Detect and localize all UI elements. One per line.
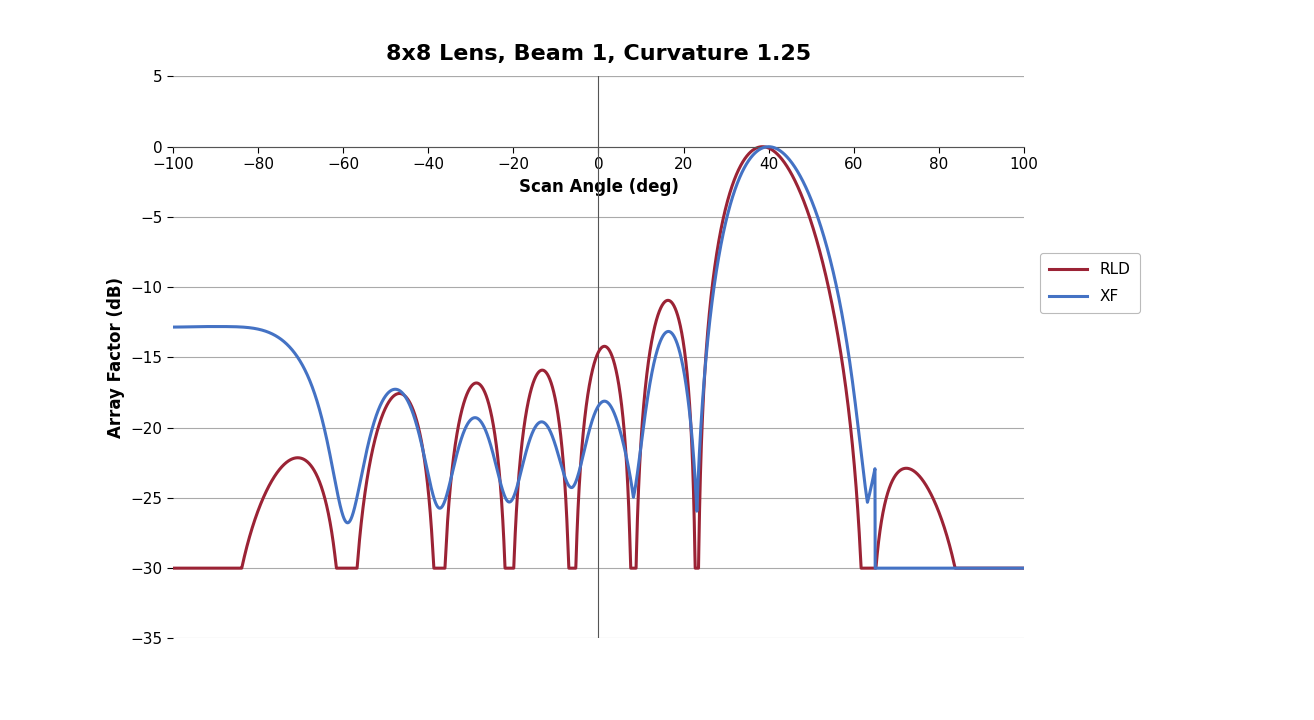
Y-axis label: Array Factor (dB): Array Factor (dB) [106,277,125,438]
XF [166,323,181,331]
Line: RLD: RLD [173,147,1024,568]
XF [796,179,812,188]
Title: 8x8 Lens, Beam 1, Curvature 1.25: 8x8 Lens, Beam 1, Curvature 1.25 [386,44,811,64]
Legend: RLD, XF: RLD, XF [1039,253,1139,313]
RLD [1016,564,1031,572]
XF [669,338,685,346]
X-axis label: Scan Angle (deg): Scan Angle (deg) [519,178,678,196]
XF [761,143,777,151]
RLD [166,564,181,572]
RLD [841,412,857,420]
XF [1016,564,1031,572]
XF [706,286,721,294]
RLD [754,143,770,151]
XF [841,355,857,364]
RLD [208,564,223,572]
XF [473,418,489,426]
RLD [796,197,812,206]
XF [208,323,223,331]
RLD [473,382,489,390]
RLD [669,307,685,316]
Line: XF: XF [173,147,1024,568]
RLD [706,271,721,279]
XF [867,564,883,572]
